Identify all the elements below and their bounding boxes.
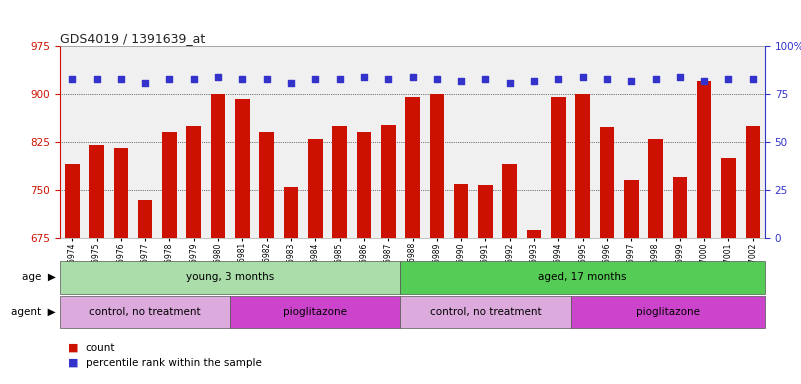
Bar <box>260 132 274 238</box>
Point <box>333 76 346 82</box>
Point <box>430 76 443 82</box>
Text: control, no treatment: control, no treatment <box>429 307 541 317</box>
Bar <box>746 126 760 238</box>
Bar <box>429 94 444 238</box>
Text: young, 3 months: young, 3 months <box>186 272 275 283</box>
Text: count: count <box>86 343 115 353</box>
Bar <box>575 94 590 238</box>
Bar <box>89 145 104 238</box>
Bar <box>230 296 400 328</box>
Text: GDS4019 / 1391639_at: GDS4019 / 1391639_at <box>60 32 205 45</box>
Bar <box>405 97 420 238</box>
Bar <box>673 177 687 238</box>
Bar <box>332 126 347 238</box>
Point <box>66 76 78 82</box>
Text: ■: ■ <box>68 343 78 353</box>
Point <box>309 76 322 82</box>
Text: agent  ▶: agent ▶ <box>11 307 56 317</box>
Point <box>236 76 249 82</box>
Bar <box>502 164 517 238</box>
Point <box>479 76 492 82</box>
Point <box>115 76 127 82</box>
Bar <box>527 230 541 238</box>
Point <box>91 76 103 82</box>
Text: aged, 17 months: aged, 17 months <box>538 272 627 283</box>
Text: control, no treatment: control, no treatment <box>90 307 201 317</box>
Point <box>601 76 614 82</box>
Text: pioglitazone: pioglitazone <box>636 307 700 317</box>
Bar <box>60 296 230 328</box>
Bar <box>235 99 250 238</box>
Text: percentile rank within the sample: percentile rank within the sample <box>86 358 262 368</box>
Point <box>674 74 686 80</box>
Bar <box>308 139 323 238</box>
Bar <box>138 200 152 238</box>
Bar <box>478 185 493 238</box>
Bar <box>648 139 663 238</box>
Bar <box>400 261 765 294</box>
Bar <box>721 158 736 238</box>
Bar <box>624 180 638 238</box>
Text: ■: ■ <box>68 358 78 368</box>
Bar <box>381 125 396 238</box>
Point <box>722 76 735 82</box>
Bar <box>697 81 711 238</box>
Point <box>698 78 710 84</box>
Bar <box>187 126 201 238</box>
Point <box>649 76 662 82</box>
Point <box>552 76 565 82</box>
Point <box>576 74 589 80</box>
Point <box>211 74 224 80</box>
Bar <box>454 184 469 238</box>
Bar <box>211 94 225 238</box>
Bar <box>60 261 400 294</box>
Point <box>406 74 419 80</box>
Bar <box>356 132 371 238</box>
Bar <box>551 97 566 238</box>
Bar <box>570 296 765 328</box>
Point <box>187 76 200 82</box>
Point <box>747 76 759 82</box>
Bar <box>162 132 177 238</box>
Point <box>284 79 297 86</box>
Point <box>503 79 516 86</box>
Text: pioglitazone: pioglitazone <box>284 307 348 317</box>
Point <box>163 76 176 82</box>
Point <box>382 76 395 82</box>
Bar <box>284 187 298 238</box>
Point <box>139 79 151 86</box>
Point <box>528 78 541 84</box>
Bar <box>114 149 128 238</box>
Text: age  ▶: age ▶ <box>22 272 56 283</box>
Bar <box>400 296 570 328</box>
Point <box>357 74 370 80</box>
Point <box>625 78 638 84</box>
Bar <box>65 164 79 238</box>
Bar <box>600 127 614 238</box>
Point <box>455 78 468 84</box>
Point <box>260 76 273 82</box>
